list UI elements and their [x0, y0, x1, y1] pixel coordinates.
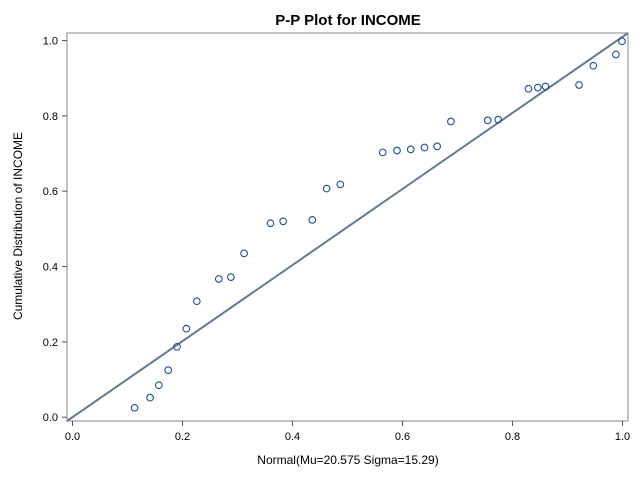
x-tick-label: 0.8 [505, 431, 520, 443]
data-point [279, 217, 288, 226]
plot-border [66, 32, 629, 422]
data-point [182, 324, 191, 333]
data-point [618, 37, 626, 46]
data-point [164, 366, 173, 374]
data-point [227, 273, 235, 281]
chart-title: P-P Plot for INCOME [275, 12, 421, 29]
data-point [524, 84, 533, 93]
data-point [146, 393, 154, 402]
data-point [612, 50, 620, 59]
data-point [575, 81, 583, 89]
x-tick-label: 1.0 [615, 431, 630, 443]
data-point [378, 148, 387, 157]
plot-area [66, 32, 629, 422]
x-tick-label: 0.0 [65, 431, 80, 443]
data-point [447, 117, 455, 126]
data-point [308, 215, 317, 224]
data-point [192, 297, 201, 306]
data-point [406, 145, 415, 154]
reference-line-layer [66, 32, 629, 422]
data-point [214, 275, 223, 283]
x-tick-label: 0.2 [175, 431, 190, 443]
data-point [266, 219, 275, 228]
y-tick-label: 0.6 [43, 186, 58, 198]
data-point [420, 143, 429, 152]
data-point [483, 116, 492, 125]
data-point [130, 403, 139, 412]
data-point [433, 142, 442, 151]
y-axis-label: Cumulative Distribution of INCOME [11, 132, 25, 320]
data-point [173, 342, 181, 351]
x-axis-label: Normal(Mu=20.575 Sigma=15.29) [257, 453, 438, 467]
data-point [494, 115, 503, 124]
data-point [240, 249, 248, 258]
data-points [130, 37, 626, 412]
y-axis: 0.0 0.2 0.4 0.6 0.8 1.0 [43, 36, 67, 424]
x-tick-label: 0.4 [285, 431, 300, 443]
data-point [589, 61, 598, 70]
reference-line [66, 32, 629, 422]
y-tick-label: 0.8 [43, 111, 58, 123]
data-point [541, 82, 550, 91]
y-tick-label: 0.0 [43, 412, 58, 424]
x-axis: 0.0 0.2 0.4 0.6 0.8 1.0 [65, 421, 630, 443]
data-point [155, 381, 163, 390]
data-point [533, 83, 542, 92]
y-tick-label: 0.2 [43, 337, 58, 349]
data-point [322, 184, 331, 193]
data-point [393, 146, 401, 155]
y-tick-label: 0.4 [43, 262, 58, 274]
x-tick-label: 0.6 [395, 431, 410, 443]
data-point [336, 180, 345, 189]
y-tick-label: 1.0 [43, 36, 58, 48]
